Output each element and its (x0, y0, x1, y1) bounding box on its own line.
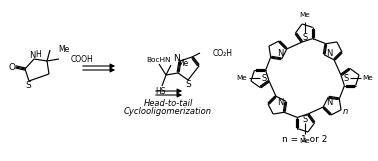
Text: S: S (261, 74, 266, 82)
Text: S: S (25, 80, 31, 90)
Text: Me: Me (300, 138, 310, 144)
Text: O: O (8, 62, 15, 71)
Text: N: N (277, 49, 284, 58)
Text: BocHN: BocHN (146, 57, 170, 63)
Text: S: S (185, 80, 191, 89)
Text: CO₂H: CO₂H (213, 48, 233, 57)
Text: S: S (343, 74, 349, 82)
Text: N: N (29, 51, 35, 60)
Text: Me: Me (177, 58, 188, 67)
Text: COOH: COOH (71, 55, 94, 63)
Text: N: N (327, 49, 333, 58)
Text: Me: Me (237, 75, 247, 81)
Text: Me: Me (58, 44, 69, 53)
Text: HS: HS (155, 86, 166, 95)
Text: N: N (173, 53, 180, 62)
Text: N: N (327, 98, 333, 107)
Text: S: S (302, 114, 308, 123)
Text: S: S (302, 33, 308, 42)
Text: H: H (35, 49, 41, 58)
Text: N: N (277, 98, 284, 107)
Text: Cyclooligomerization: Cyclooligomerization (124, 106, 212, 115)
Text: Me: Me (300, 12, 310, 18)
Text: n: n (342, 108, 348, 117)
Text: Head-to-tail: Head-to-tail (143, 99, 193, 108)
Text: Me: Me (363, 75, 373, 81)
Text: n = 1 or 2: n = 1 or 2 (282, 136, 328, 145)
